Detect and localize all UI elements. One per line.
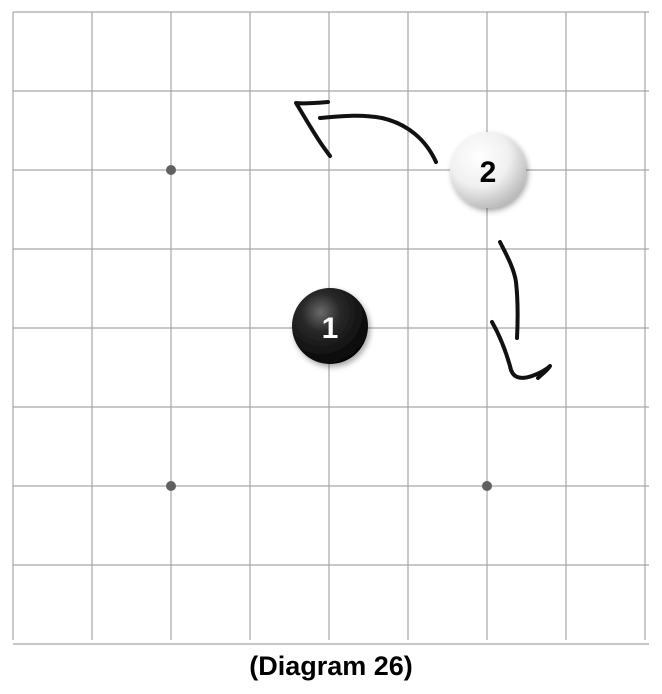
- stones: 1 2: [292, 132, 526, 364]
- hand-drawn-arrow-icon: [318, 113, 438, 164]
- star-point: [166, 165, 176, 175]
- arrowhead-icon: [490, 320, 552, 380]
- black-stone: [292, 288, 368, 364]
- star-point: [482, 481, 492, 491]
- star-points: [166, 165, 492, 491]
- stone-label: 2: [480, 156, 497, 189]
- white-stone: [450, 132, 526, 208]
- arrowhead-icon: [294, 100, 332, 158]
- diagram-caption: (Diagram 26): [249, 651, 413, 681]
- arrow-up-left: [294, 100, 438, 164]
- stone-label: 1: [322, 312, 339, 345]
- star-point: [166, 481, 176, 491]
- hand-drawn-arrow-icon: [498, 240, 520, 340]
- go-board-diagram: 1 2: [12, 11, 649, 645]
- arrow-down: [490, 240, 552, 380]
- stone-1-black: 1: [292, 288, 368, 364]
- stone-2-white: 2: [450, 132, 526, 208]
